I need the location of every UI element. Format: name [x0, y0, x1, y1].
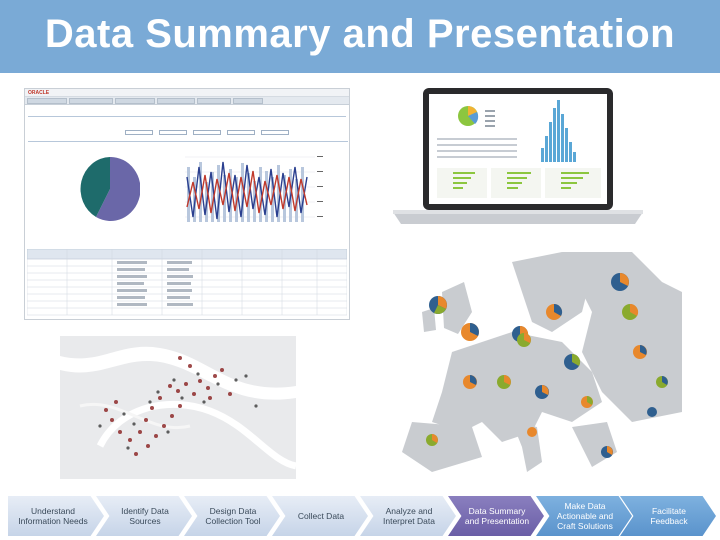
dashboard-filters — [125, 123, 289, 137]
step-design-data-collection-tool: Design Data Collection Tool — [184, 496, 280, 536]
pie-slice-teal — [80, 157, 110, 217]
dashboard-screenshot: ORACLE — [24, 88, 350, 320]
dashboard-top-strip: ORACLE — [25, 89, 349, 97]
dashboard-line-chart — [175, 147, 325, 237]
step-data-summary-and-presentation: Data Summary and Presentation — [448, 496, 544, 536]
step-analyze-and-interpret-data: Analyze and Interpret Data — [360, 496, 456, 536]
step-understand-information-needs: Understand Information Needs — [8, 496, 104, 536]
dashboard-tab-strip — [25, 97, 349, 105]
dashboard-data-table — [27, 249, 347, 316]
europe-pie-map — [392, 252, 682, 480]
step-facilitate-feedback: Facilitate Feedback — [620, 496, 716, 536]
line-series-red — [186, 170, 308, 214]
page-title: Data Summary and Presentation — [44, 12, 676, 56]
step-make-data-actionable: Make Data Actionable and Craft Solutions — [536, 496, 632, 536]
title-bar: Data Summary and Presentation — [0, 0, 720, 73]
line-series-blue — [186, 161, 308, 220]
step-identify-data-sources: Identify Data Sources — [96, 496, 192, 536]
dashboard-brand: ORACLE — [28, 90, 50, 96]
pie-slice-purple — [96, 157, 140, 221]
dashboard-summary-header — [28, 141, 348, 142]
city-incident-map — [60, 336, 296, 479]
laptop-dashboard — [393, 88, 643, 224]
process-flow: Understand Information Needs Identify Da… — [8, 496, 716, 538]
dashboard-section-header — [28, 111, 346, 117]
dashboard-pie-chart — [80, 157, 140, 221]
step-collect-data: Collect Data — [272, 496, 368, 536]
